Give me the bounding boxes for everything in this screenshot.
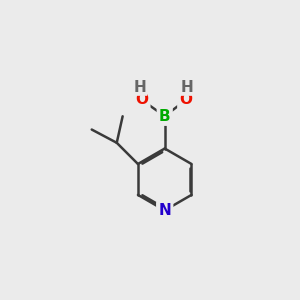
Text: H: H (134, 80, 147, 95)
Text: N: N (158, 203, 171, 218)
Text: B: B (159, 109, 170, 124)
Text: H: H (181, 80, 194, 95)
Text: O: O (179, 92, 192, 107)
Text: O: O (135, 92, 148, 107)
